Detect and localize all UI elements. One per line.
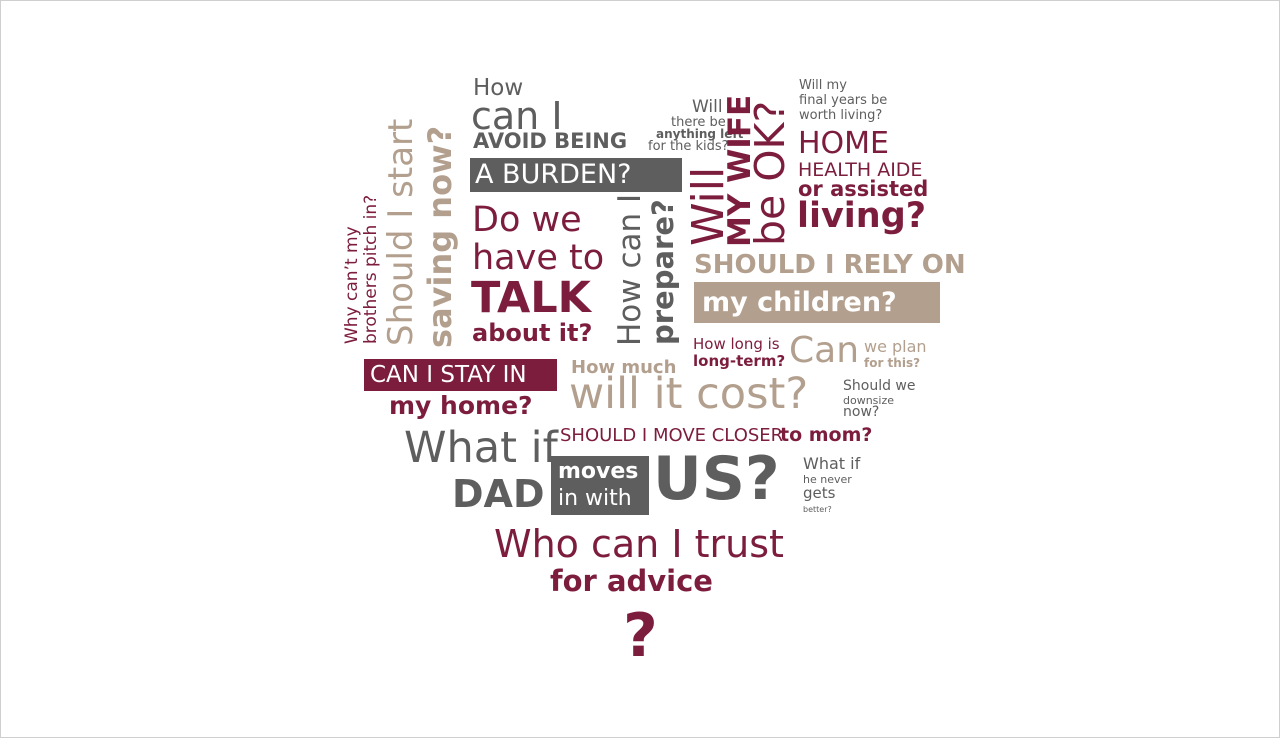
phrase-talk: TALK <box>471 273 591 323</box>
phrase-gets: gets <box>803 484 836 502</box>
phrase-about-it: about it? <box>472 319 593 347</box>
phrase-long-term: long-term? <box>693 352 786 370</box>
phrase-in-with: in with <box>558 486 632 511</box>
phrase-now: now? <box>843 404 880 420</box>
phrase-will: Will <box>692 97 723 117</box>
phrase-how-can-i: How can I <box>612 193 648 346</box>
phrase-a-burden: A BURDEN? <box>470 158 682 192</box>
phrase-us: US? <box>653 444 780 514</box>
phrase-or-assisted: or assisted <box>798 177 929 201</box>
phrase-living: living? <box>797 196 927 236</box>
phrase-moves: moves <box>558 459 639 484</box>
phrase-who-can-i-trust: Who can I trust <box>494 522 784 566</box>
phrase-will-it-cost: will it cost? <box>569 369 809 419</box>
phrase-can-i-stay-in: CAN I STAY IN <box>364 359 557 391</box>
phrase-for-advice: for advice <box>550 564 713 598</box>
phrase-have-to: have to <box>472 238 605 278</box>
phrase-my-home: my home? <box>389 391 533 420</box>
phrase-downsize: downsize <box>843 394 895 407</box>
phrase-be-ok: be OK? <box>746 100 794 246</box>
moves-in-with-box: moves in with <box>551 456 649 515</box>
phrase-better: better? <box>803 505 832 514</box>
phrase-dad: DAD <box>452 472 545 516</box>
phrase-my-children: my children? <box>694 282 940 323</box>
question-mark: ? <box>623 601 658 671</box>
phrase-brothers-pitch-in: brothers pitch in? <box>361 194 381 344</box>
phrase-avoid-being: AVOID BEING <box>473 129 628 153</box>
phrase-how-long-is: How long is <box>693 335 780 353</box>
phrase-anything-left: anything left <box>656 127 744 141</box>
phrase-saving-now: saving now? <box>421 125 459 348</box>
phrase-will-my: Will my <box>799 78 847 93</box>
phrase-should-i-rely-on: SHOULD I RELY ON <box>694 250 966 280</box>
phrase-what-if-small: What if <box>803 454 861 473</box>
phrase-final-years-be: final years be <box>799 93 888 108</box>
phrase-what-if: What if <box>404 423 558 473</box>
phrase-do-we: Do we <box>472 200 582 240</box>
phrase-prepare: prepare? <box>646 199 680 345</box>
phrase-how: How <box>473 75 524 101</box>
phrase-how-much: How much <box>571 357 677 378</box>
phrase-health-aide: HEALTH AIDE <box>798 159 923 181</box>
phrase-there-be: there be <box>671 115 726 130</box>
phrase-can-i: can I <box>471 94 563 138</box>
phrase-worth-living: worth living? <box>799 108 883 123</box>
phrase-should-we: Should we <box>843 378 916 394</box>
phrase-for-the-kids: for the kids? <box>648 139 729 154</box>
phrase-home: HOME <box>798 126 890 161</box>
phrase-we-plan: we plan <box>864 337 927 356</box>
phrase-should-i-move-closer: SHOULD I MOVE CLOSER <box>560 425 784 446</box>
phrase-for-this: for this? <box>864 356 921 370</box>
phrase-why-cant-my: Why can’t my <box>342 226 362 344</box>
phrase-he-never: he never <box>803 473 852 486</box>
phrase-should-i-start: Should I start <box>381 118 421 346</box>
phrase-can: Can <box>789 330 860 371</box>
phrase-to-mom: to mom? <box>780 424 873 446</box>
